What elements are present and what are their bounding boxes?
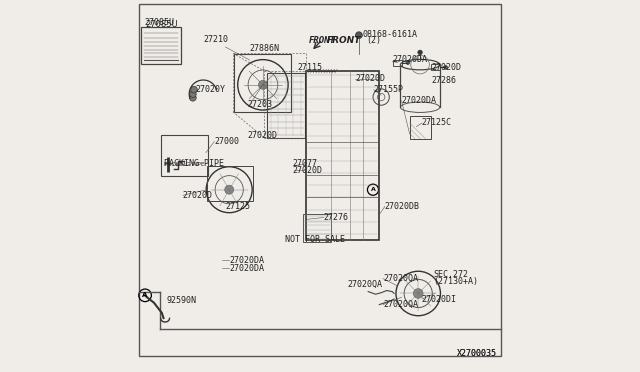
Text: 27020Y: 27020Y <box>196 85 226 94</box>
Text: 27020D: 27020D <box>292 166 322 174</box>
Text: 27020DA: 27020DA <box>229 264 264 273</box>
Circle shape <box>444 65 447 69</box>
Text: 27085U: 27085U <box>144 19 174 28</box>
Text: X2700035: X2700035 <box>457 349 497 358</box>
Bar <box>394 60 403 65</box>
Text: 27286: 27286 <box>431 76 456 85</box>
Circle shape <box>356 32 362 38</box>
Bar <box>410 116 431 138</box>
Text: 92590N: 92590N <box>166 296 196 305</box>
Circle shape <box>225 185 234 194</box>
Text: 27886N: 27886N <box>250 44 280 53</box>
Text: 27020QA: 27020QA <box>348 280 383 289</box>
Text: PACKING PIPE: PACKING PIPE <box>164 159 223 168</box>
Circle shape <box>189 94 196 101</box>
Text: 27077: 27077 <box>292 159 317 168</box>
Circle shape <box>413 289 423 298</box>
Text: PACKING PIPE: PACKING PIPE <box>164 162 205 167</box>
Text: (2): (2) <box>366 36 381 45</box>
Text: 27276: 27276 <box>324 213 349 222</box>
Circle shape <box>406 61 410 64</box>
Text: A: A <box>371 187 376 192</box>
Text: 27020QA: 27020QA <box>383 300 418 309</box>
Text: FRONT: FRONT <box>308 36 335 45</box>
Text: 27125C: 27125C <box>422 119 452 128</box>
Text: 27155P: 27155P <box>374 85 404 94</box>
Bar <box>303 214 331 241</box>
Text: A: A <box>142 292 148 298</box>
Text: 27085U: 27085U <box>145 20 178 29</box>
Text: 27020D: 27020D <box>183 191 213 200</box>
Text: (27130+A): (27130+A) <box>433 277 478 286</box>
Bar <box>431 64 440 70</box>
Text: 08168-6161A: 08168-6161A <box>363 29 418 39</box>
Text: X2700035: X2700035 <box>457 349 497 358</box>
Bar <box>161 135 208 176</box>
Text: 27020D: 27020D <box>355 74 385 83</box>
Text: 27210: 27210 <box>204 35 228 44</box>
Text: 27020DA: 27020DA <box>401 96 436 105</box>
Text: 27125: 27125 <box>225 202 250 211</box>
Text: 27020DA: 27020DA <box>392 55 428 64</box>
Circle shape <box>191 86 197 93</box>
Text: FRONT: FRONT <box>326 36 361 45</box>
Text: SEC.272: SEC.272 <box>433 270 468 279</box>
Bar <box>207 166 253 201</box>
Circle shape <box>189 91 196 97</box>
Text: 27020DB: 27020DB <box>385 202 420 211</box>
Text: NOT FOR SALE: NOT FOR SALE <box>285 235 345 244</box>
Bar <box>307 71 378 240</box>
Text: 27020D: 27020D <box>248 131 278 141</box>
Text: 27020DA: 27020DA <box>229 256 264 264</box>
Text: 27020QA: 27020QA <box>383 274 418 283</box>
Circle shape <box>418 50 422 55</box>
Text: 27115: 27115 <box>298 63 323 72</box>
Text: 27203: 27203 <box>248 100 273 109</box>
Text: 27020D: 27020D <box>431 63 461 72</box>
Bar <box>141 28 181 64</box>
Text: 27020DI: 27020DI <box>422 295 457 304</box>
Text: 27000: 27000 <box>214 137 239 146</box>
Bar <box>234 54 291 112</box>
Bar <box>268 73 305 138</box>
Circle shape <box>259 80 268 89</box>
